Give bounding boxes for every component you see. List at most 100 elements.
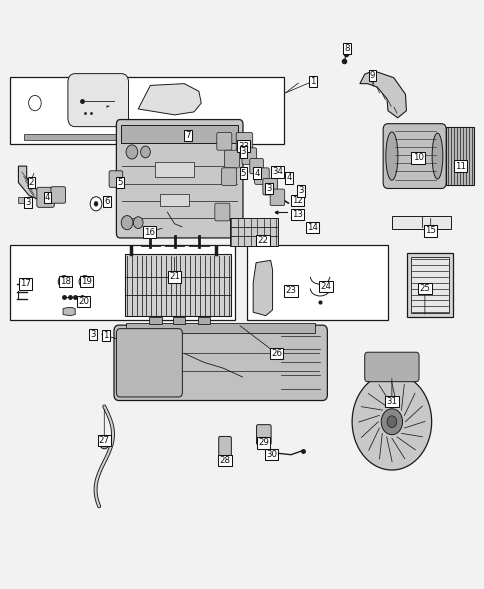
Text: 5: 5 xyxy=(240,168,246,178)
Circle shape xyxy=(126,145,137,159)
Text: 12: 12 xyxy=(292,196,302,205)
FancyBboxPatch shape xyxy=(37,187,54,207)
Text: 14: 14 xyxy=(306,223,317,232)
Bar xyxy=(172,317,184,324)
Bar xyxy=(149,317,161,324)
Polygon shape xyxy=(253,260,272,316)
Text: 18: 18 xyxy=(60,277,71,286)
Circle shape xyxy=(94,201,98,206)
Text: 4: 4 xyxy=(286,173,291,183)
Circle shape xyxy=(29,95,41,111)
Text: 3: 3 xyxy=(265,184,271,193)
Text: 10: 10 xyxy=(412,153,423,163)
Text: 28: 28 xyxy=(219,456,230,465)
Text: 30: 30 xyxy=(266,450,276,459)
FancyBboxPatch shape xyxy=(218,436,231,462)
FancyBboxPatch shape xyxy=(109,171,122,187)
FancyBboxPatch shape xyxy=(68,74,128,127)
Text: 13: 13 xyxy=(292,210,302,219)
Polygon shape xyxy=(359,71,406,118)
Bar xyxy=(197,317,210,324)
FancyBboxPatch shape xyxy=(242,148,256,164)
Text: 25: 25 xyxy=(419,284,429,293)
Text: 31: 31 xyxy=(386,397,396,406)
Circle shape xyxy=(140,146,150,158)
Text: 27: 27 xyxy=(99,436,109,445)
Bar xyxy=(407,253,453,317)
Text: 20: 20 xyxy=(78,297,89,306)
Text: 3: 3 xyxy=(90,330,96,339)
FancyBboxPatch shape xyxy=(249,158,263,174)
FancyBboxPatch shape xyxy=(262,178,277,195)
Text: 17: 17 xyxy=(20,279,30,289)
Bar xyxy=(155,162,194,177)
Bar xyxy=(18,197,27,203)
FancyBboxPatch shape xyxy=(270,189,284,206)
Bar xyxy=(445,127,473,185)
FancyBboxPatch shape xyxy=(116,120,242,238)
Bar xyxy=(10,245,235,320)
Text: 24: 24 xyxy=(320,282,331,291)
FancyBboxPatch shape xyxy=(364,352,418,382)
Text: 2: 2 xyxy=(29,178,34,187)
Circle shape xyxy=(99,437,109,449)
Bar xyxy=(391,216,450,229)
Circle shape xyxy=(121,216,133,230)
Text: 9: 9 xyxy=(369,71,375,80)
Bar xyxy=(24,134,232,140)
Text: 16: 16 xyxy=(144,227,154,237)
Bar xyxy=(247,245,387,320)
Text: 4: 4 xyxy=(45,193,50,202)
FancyBboxPatch shape xyxy=(382,124,445,188)
Text: 21: 21 xyxy=(169,272,180,282)
Bar xyxy=(121,125,237,143)
Bar xyxy=(229,218,278,246)
Ellipse shape xyxy=(385,132,397,180)
Polygon shape xyxy=(63,307,75,316)
Circle shape xyxy=(380,409,402,435)
FancyBboxPatch shape xyxy=(256,425,271,445)
Polygon shape xyxy=(138,84,201,115)
FancyBboxPatch shape xyxy=(116,329,182,397)
Ellipse shape xyxy=(431,133,442,179)
Ellipse shape xyxy=(58,276,70,287)
Circle shape xyxy=(351,373,431,470)
FancyBboxPatch shape xyxy=(216,133,231,150)
FancyBboxPatch shape xyxy=(51,187,65,203)
Bar xyxy=(126,323,315,333)
Ellipse shape xyxy=(79,276,91,287)
Text: 3: 3 xyxy=(240,147,246,157)
Text: 3: 3 xyxy=(297,186,303,196)
Bar xyxy=(125,254,230,316)
FancyBboxPatch shape xyxy=(254,168,269,184)
FancyBboxPatch shape xyxy=(221,168,236,186)
Text: 4: 4 xyxy=(254,168,259,178)
FancyBboxPatch shape xyxy=(236,133,252,150)
Polygon shape xyxy=(18,166,51,201)
Text: 22: 22 xyxy=(257,236,268,245)
Text: 29: 29 xyxy=(258,438,269,448)
Text: 34: 34 xyxy=(272,167,282,177)
Text: 7: 7 xyxy=(185,131,191,140)
Bar xyxy=(160,194,189,206)
Text: 6: 6 xyxy=(104,197,109,206)
Text: 1: 1 xyxy=(103,331,108,340)
Text: 33: 33 xyxy=(238,141,248,151)
Text: 3: 3 xyxy=(25,198,31,207)
Text: 23: 23 xyxy=(285,286,296,296)
Text: 19: 19 xyxy=(81,277,91,286)
Text: 8: 8 xyxy=(343,44,349,53)
Text: 26: 26 xyxy=(271,349,281,358)
Text: 1: 1 xyxy=(309,77,315,86)
Bar xyxy=(410,257,448,313)
Text: 11: 11 xyxy=(454,161,465,171)
Circle shape xyxy=(90,197,102,211)
Text: 15: 15 xyxy=(424,226,435,236)
FancyBboxPatch shape xyxy=(224,150,239,168)
Text: 5: 5 xyxy=(117,178,123,187)
FancyBboxPatch shape xyxy=(114,325,327,401)
Circle shape xyxy=(386,416,396,428)
FancyBboxPatch shape xyxy=(214,203,229,221)
Circle shape xyxy=(133,217,143,229)
Bar xyxy=(10,77,283,144)
